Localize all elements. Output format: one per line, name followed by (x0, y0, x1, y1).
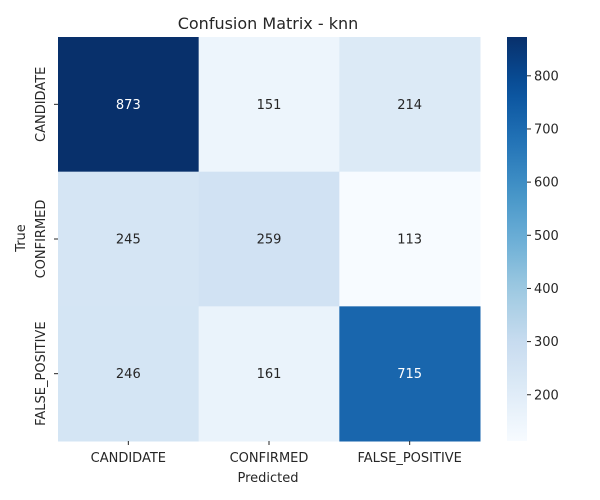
heatmap-cell (339, 37, 481, 173)
cell-value-label: 161 (257, 367, 282, 382)
x-axis-label: Predicted (237, 471, 298, 486)
cell-value-label: 873 (116, 98, 141, 113)
colorbar-tick-label: 500 (534, 229, 559, 244)
colorbar-tick-label: 300 (534, 335, 559, 350)
colorbar-tick-label: 400 (534, 282, 559, 297)
colorbar-gradient (507, 37, 527, 441)
cell-value-label: 214 (397, 98, 422, 113)
heatmap-cell (339, 306, 481, 442)
heatmap-cell (198, 306, 340, 442)
cell-value-label: 113 (397, 233, 422, 248)
cell-value-label: 151 (257, 98, 282, 113)
x-tick-label: CONFIRMED (230, 451, 309, 466)
y-axis-ticks: CANDIDATE CONFIRMED FALSE_POSITIVE (34, 67, 58, 426)
chart-title: Confusion Matrix - knn (178, 14, 359, 33)
heatmap-cell (58, 171, 200, 307)
cell-value-label: 246 (116, 367, 141, 382)
y-tick-label: CONFIRMED (34, 200, 49, 279)
cell-value-label: 715 (397, 367, 422, 382)
heatmap-cell (198, 37, 340, 173)
heatmap-cell (198, 171, 340, 307)
y-axis-label: True (14, 224, 29, 253)
colorbar-tick-label: 200 (534, 388, 559, 403)
cell-value-label: 259 (257, 233, 282, 248)
x-tick-label: CANDIDATE (91, 451, 166, 466)
heatmap-cell (339, 171, 481, 307)
y-tick-label: CANDIDATE (34, 67, 49, 142)
colorbar: 200 300 400 500 600 700 800 (507, 37, 559, 441)
colorbar-tick-label: 600 (534, 176, 559, 191)
cell-value-label: 245 (116, 233, 141, 248)
colorbar-tick-label: 700 (534, 122, 559, 137)
colorbar-tick-label: 800 (534, 69, 559, 84)
x-tick-label: FALSE_POSITIVE (357, 451, 461, 466)
heatmap-cell (58, 37, 200, 173)
heatmap-cell (58, 306, 200, 442)
x-axis-ticks: CANDIDATE CONFIRMED FALSE_POSITIVE (91, 441, 462, 466)
y-tick-label: FALSE_POSITIVE (34, 321, 49, 425)
heatmap-cells: 873 151 214 245 259 113 246 161 715 (58, 37, 481, 442)
